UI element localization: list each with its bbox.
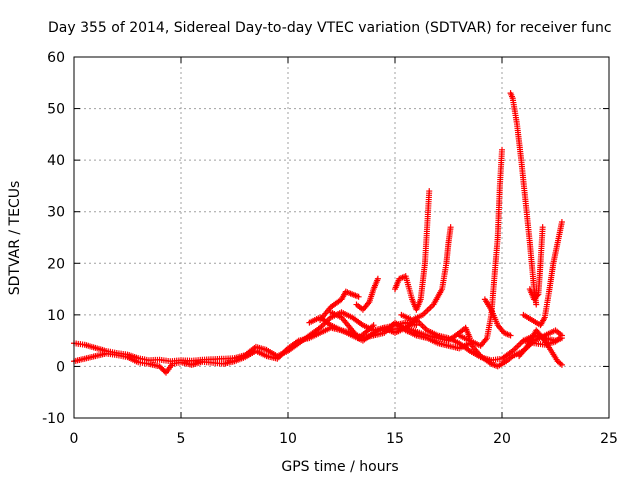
series-t6 xyxy=(392,188,433,313)
data-point xyxy=(558,361,565,368)
series-t9 xyxy=(456,146,505,349)
series-t12 xyxy=(526,224,546,303)
data-point xyxy=(426,188,433,195)
data-point xyxy=(413,322,420,329)
data-point xyxy=(374,275,381,282)
y-tick-label: 40 xyxy=(47,153,65,169)
data-point xyxy=(533,301,540,308)
chart-title: Day 355 of 2014, Sidereal Day-to-day VTE… xyxy=(48,20,612,36)
y-tick-label: 30 xyxy=(47,205,65,221)
data-point xyxy=(539,224,546,231)
x-tick-label: 0 xyxy=(70,431,79,447)
y-axis-label: SDTVAR / TECUs xyxy=(7,181,23,296)
data-point xyxy=(558,219,565,226)
y-tick-label: 0 xyxy=(56,359,65,375)
y-tick-label: -10 xyxy=(42,411,65,427)
series-t7 xyxy=(398,224,454,324)
data-point xyxy=(556,335,563,342)
data-point xyxy=(499,146,505,153)
axis-ticks: 0 5 10 15 20 25 -10 0 10 20 30 40 50 60 xyxy=(42,50,618,447)
series-t14 xyxy=(520,219,565,329)
data-point xyxy=(447,224,454,231)
y-tick-label: 10 xyxy=(47,308,65,324)
series-t15 xyxy=(516,327,565,368)
series-t5 xyxy=(353,275,381,313)
x-tick-label: 15 xyxy=(386,431,404,447)
x-tick-label: 20 xyxy=(493,431,511,447)
x-tick-label: 10 xyxy=(279,431,297,447)
series-t11 xyxy=(507,90,540,308)
series-t16 xyxy=(306,314,420,344)
y-tick-label: 50 xyxy=(47,102,65,118)
series-t8 xyxy=(381,324,473,344)
series-t10 xyxy=(481,296,514,339)
series-t4 xyxy=(327,309,377,342)
data-point xyxy=(534,292,541,299)
x-tick-label: 25 xyxy=(600,431,618,447)
data-point xyxy=(355,293,362,300)
data-point xyxy=(370,322,377,329)
data-series-group xyxy=(71,90,565,376)
y-tick-label: 20 xyxy=(47,256,65,272)
y-tick-label: 60 xyxy=(47,50,65,66)
x-axis-label: GPS time / hours xyxy=(281,459,398,475)
data-point xyxy=(507,332,514,339)
x-tick-label: 5 xyxy=(177,431,186,447)
plot-frame xyxy=(73,56,610,419)
